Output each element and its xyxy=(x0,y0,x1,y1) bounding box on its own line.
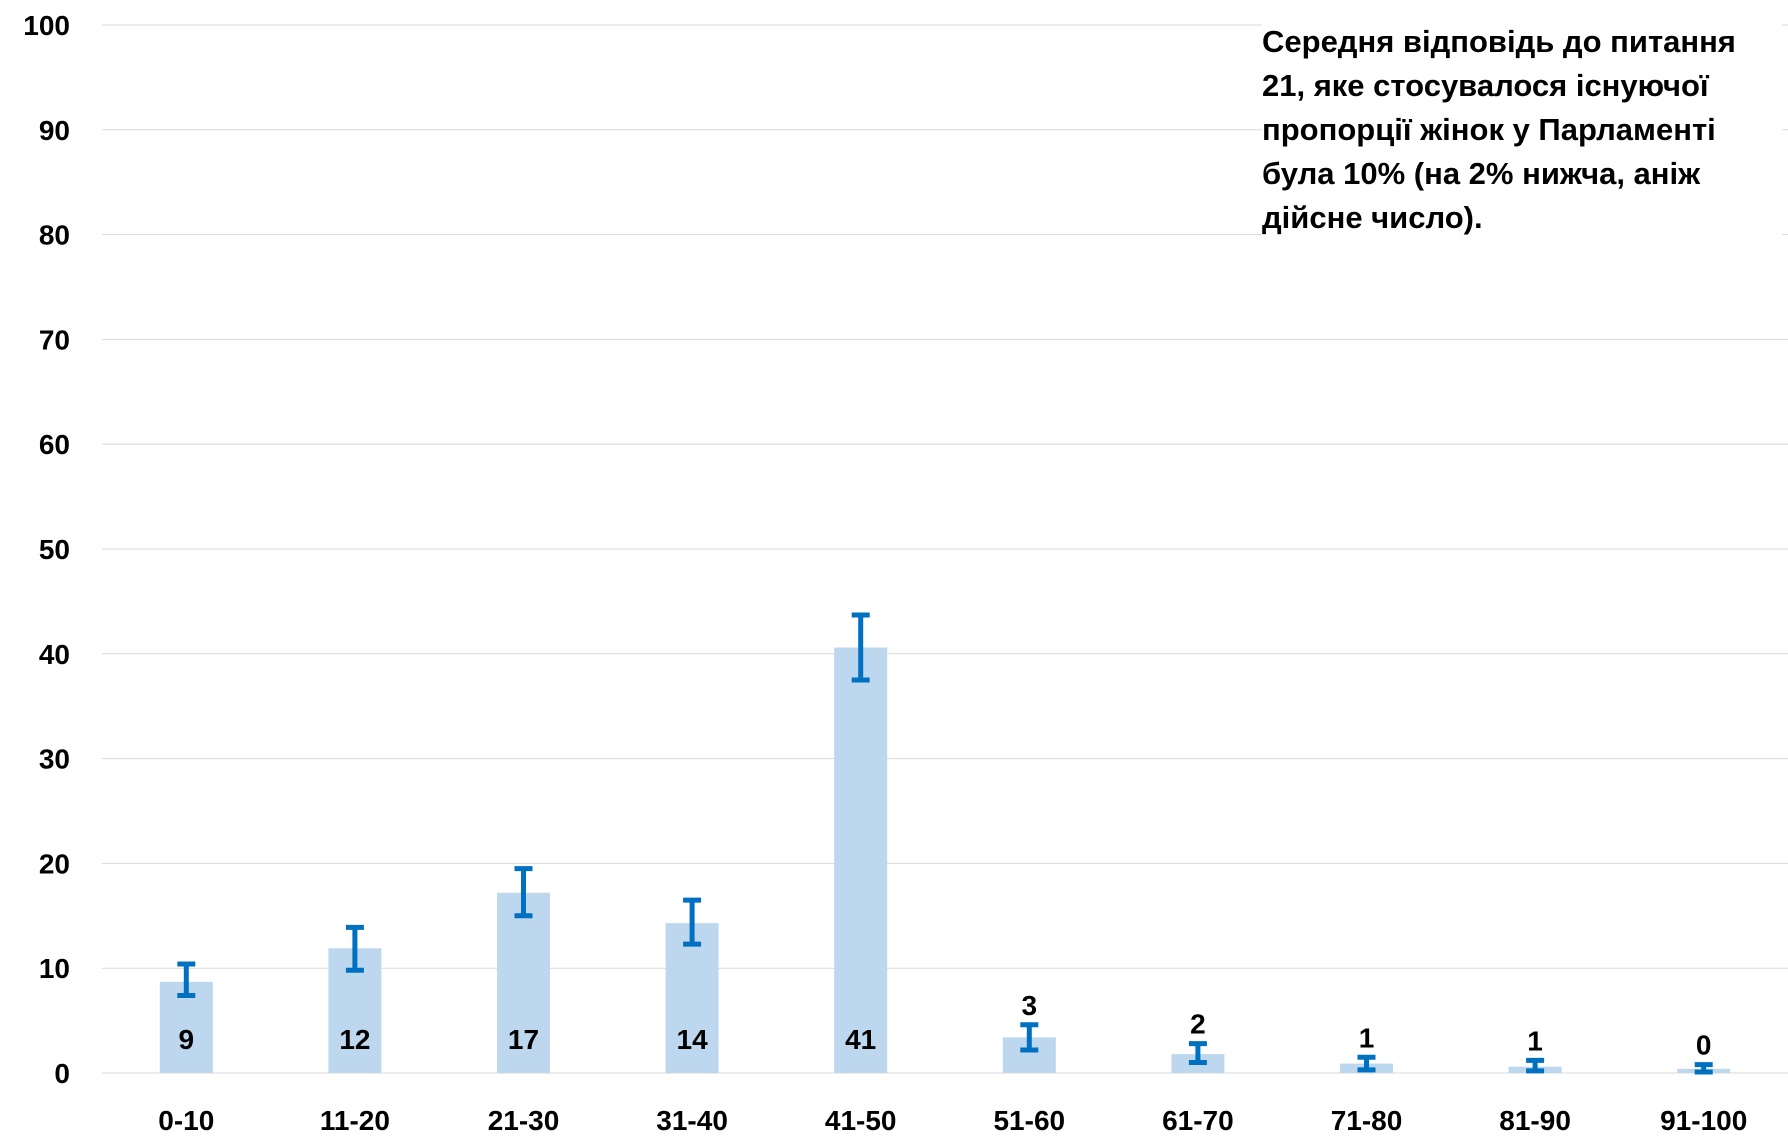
y-tick-label: 90 xyxy=(39,115,70,146)
y-tick-label: 100 xyxy=(23,10,70,41)
chart-annotation: Середня відповідь до питання 21, яке сто… xyxy=(1262,20,1782,240)
x-tick-label: 31-40 xyxy=(656,1105,728,1136)
error-bar xyxy=(514,866,533,919)
data-label: 41 xyxy=(845,1024,876,1055)
x-tick-label: 21-30 xyxy=(488,1105,560,1136)
y-axis-ticks: 0 10 20 30 40 50 60 70 80 90 100 xyxy=(23,10,70,1089)
error-bar xyxy=(683,897,702,947)
x-tick-label: 91-100 xyxy=(1660,1105,1747,1136)
x-tick-label: 51-60 xyxy=(993,1105,1065,1136)
y-tick-label: 30 xyxy=(39,744,70,775)
bar xyxy=(834,647,888,1073)
error-bars xyxy=(177,612,1713,1075)
data-label: 3 xyxy=(1022,990,1038,1021)
y-tick-label: 10 xyxy=(39,953,70,984)
x-tick-label: 61-70 xyxy=(1162,1105,1234,1136)
data-label: 0 xyxy=(1696,1030,1712,1061)
error-bar xyxy=(177,961,196,998)
bar xyxy=(665,923,719,1073)
y-tick-label: 70 xyxy=(39,324,70,355)
error-bar xyxy=(851,612,870,683)
y-tick-label: 20 xyxy=(39,848,70,879)
data-label: 14 xyxy=(677,1024,709,1055)
error-bar xyxy=(345,924,364,973)
y-tick-label: 0 xyxy=(54,1058,70,1089)
y-tick-label: 50 xyxy=(39,534,70,565)
bar xyxy=(497,892,550,1073)
data-labels: 9 12 17 14 41 3 2 1 1 0 xyxy=(179,990,1712,1061)
x-axis-ticks: 0-10 11-20 21-30 31-40 41-50 51-60 61-70 71-80 8… xyxy=(158,1105,1747,1136)
error-bar xyxy=(1188,1041,1207,1066)
x-tick-label: 71-80 xyxy=(1331,1105,1403,1136)
error-bar xyxy=(1357,1054,1376,1073)
y-tick-label: 80 xyxy=(39,220,70,251)
data-label: 1 xyxy=(1359,1022,1375,1053)
x-tick-label: 41-50 xyxy=(825,1105,897,1136)
error-bar xyxy=(1694,1062,1713,1075)
data-label: 2 xyxy=(1190,1009,1206,1040)
bars xyxy=(159,647,1731,1073)
data-label: 9 xyxy=(179,1024,195,1055)
data-label: 17 xyxy=(508,1024,539,1055)
y-tick-label: 40 xyxy=(39,639,70,670)
data-label: 1 xyxy=(1527,1025,1543,1056)
x-tick-label: 0-10 xyxy=(158,1105,214,1136)
error-bar xyxy=(1526,1057,1545,1074)
x-tick-label: 81-90 xyxy=(1499,1105,1571,1136)
error-bar xyxy=(1020,1022,1039,1053)
data-label: 12 xyxy=(339,1024,370,1055)
x-tick-label: 11-20 xyxy=(320,1105,390,1136)
y-tick-label: 60 xyxy=(39,429,70,460)
